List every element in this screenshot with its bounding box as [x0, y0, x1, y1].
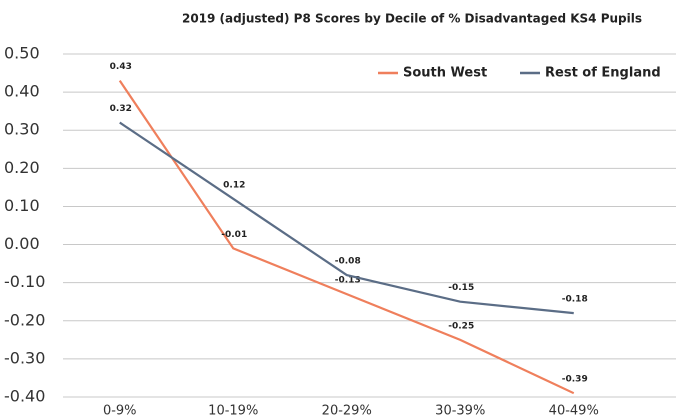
data-label: -0.15 [448, 283, 474, 293]
series-line [118, 80, 575, 395]
data-label: 0.32 [110, 104, 132, 114]
x-tick-label: 40-49% [549, 404, 599, 419]
x-tick-label: 0-9% [103, 404, 137, 419]
x-tick-label: 20-29% [322, 404, 372, 419]
y-tick-label: 0.00 [4, 234, 40, 253]
legend-label: South West [403, 66, 487, 81]
y-tick-label: -0.40 [4, 387, 45, 406]
data-label: -0.13 [335, 276, 361, 286]
x-tick-label: 30-39% [435, 404, 485, 419]
data-label: -0.01 [221, 230, 247, 240]
legend-label: Rest of England [545, 66, 661, 81]
series-line [119, 121, 574, 315]
y-tick-label: -0.30 [4, 348, 45, 367]
y-tick-label: 0.40 [4, 82, 40, 101]
data-label: 0.43 [110, 62, 132, 72]
y-tick-label: 0.20 [4, 158, 40, 177]
chart-title: 2019 (adjusted) P8 Scores by Decile of %… [182, 12, 642, 26]
x-tick-label: 10-19% [208, 404, 258, 419]
data-label: -0.39 [562, 375, 588, 385]
data-label: -0.25 [448, 321, 474, 331]
y-tick-label: 0.10 [4, 196, 40, 215]
y-tick-label: -0.20 [4, 310, 45, 329]
data-label: -0.18 [562, 295, 588, 305]
y-tick-label: 0.30 [4, 120, 40, 139]
data-label: 0.12 [223, 180, 245, 190]
y-tick-label: 0.50 [4, 44, 40, 63]
data-label: -0.08 [335, 257, 361, 267]
y-tick-label: -0.10 [4, 272, 45, 291]
